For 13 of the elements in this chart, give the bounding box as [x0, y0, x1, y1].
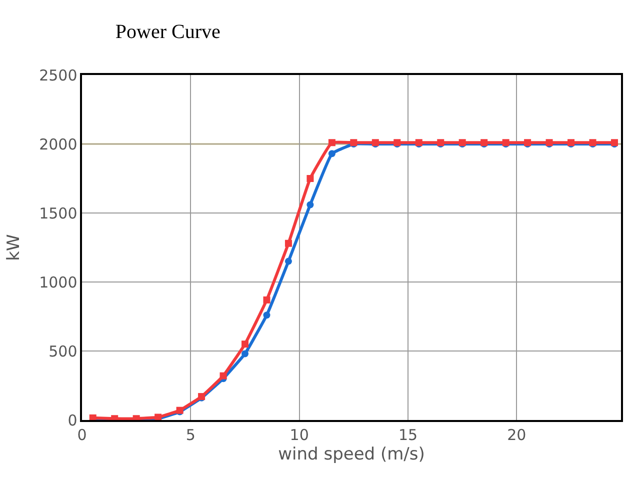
x-tick-label: 10: [290, 426, 309, 444]
x-tick-label: 5: [186, 426, 196, 444]
y-tick-label: 500: [48, 342, 78, 360]
y-tick-label: 1000: [39, 273, 78, 292]
y-tick-label: 2000: [39, 135, 78, 154]
y-tick-label: 1500: [39, 204, 78, 222]
y-axis-title: kW: [4, 234, 24, 261]
y-tick-label: 0: [68, 411, 78, 430]
x-tick-label: 20: [507, 426, 526, 444]
x-axis-title: wind speed (m/s): [278, 444, 425, 465]
chart-title: Power Curve: [115, 21, 220, 43]
x-tick-label: 15: [398, 426, 418, 444]
y-tick-label: 2500: [39, 66, 78, 84]
